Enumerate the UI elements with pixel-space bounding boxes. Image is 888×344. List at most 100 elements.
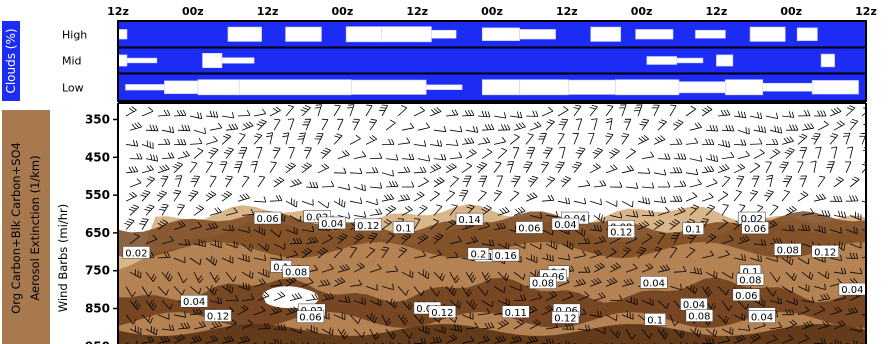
- wind-barb: [737, 300, 749, 310]
- wind-barb: [257, 268, 270, 278]
- wind-barb: [429, 107, 442, 117]
- wind-barb: [157, 335, 171, 344]
- wind-barb: [493, 286, 506, 293]
- wind-barb: [129, 178, 142, 188]
- wind-barb: [525, 192, 538, 202]
- wind-barb: [733, 253, 747, 261]
- wind-barb: [129, 269, 142, 279]
- svg-text:0.08: 0.08: [688, 312, 710, 323]
- wind-barb: [381, 314, 392, 326]
- wind-barb: [481, 204, 492, 216]
- wind-barb: [493, 112, 507, 119]
- cloud-segment: [227, 26, 262, 42]
- wind-barb: [209, 320, 222, 330]
- wind-barb: [753, 297, 766, 307]
- wind-barb: [721, 175, 731, 188]
- wind-barb: [545, 291, 558, 301]
- wind-barb: [234, 161, 243, 173]
- wind-barb: [237, 133, 246, 145]
- wind-barb: [125, 286, 136, 298]
- wind-barb: [125, 106, 137, 117]
- wind-barb: [288, 147, 295, 159]
- wind-barb: [657, 264, 671, 273]
- wind-barb: [282, 132, 290, 145]
- wind-barb: [721, 124, 735, 132]
- wind-barb: [157, 219, 169, 230]
- wind-barb: [673, 328, 685, 339]
- contour-label: 0.08: [736, 273, 765, 286]
- wind-barb: [433, 271, 445, 282]
- time-tick-label: 12z: [706, 5, 728, 18]
- wind-barb: [269, 229, 282, 238]
- wind-barb: [465, 148, 477, 159]
- wind-barb: [781, 111, 795, 118]
- wind-barb: [817, 293, 831, 301]
- wind-barb: [797, 161, 804, 173]
- wind-barb: [717, 109, 731, 117]
- wind-barb: [401, 328, 413, 339]
- wind-barb: [129, 325, 142, 335]
- wind-barb: [445, 334, 458, 344]
- wind-barb: [513, 122, 526, 131]
- wind-barb: [605, 314, 618, 321]
- wind-barb: [785, 205, 797, 216]
- wind-barb: [673, 266, 687, 273]
- wind-barb: [817, 210, 831, 217]
- wind-barb: [157, 286, 169, 296]
- wind-barb: [529, 243, 542, 250]
- wind-barb: [401, 205, 413, 216]
- wind-barb: [381, 170, 394, 177]
- svg-text:0.1: 0.1: [273, 262, 289, 273]
- wind-barb: [353, 233, 364, 245]
- wind-barb: [145, 300, 157, 311]
- wind-barb: [145, 124, 159, 132]
- pressure-level-label: 350: [85, 113, 110, 127]
- wind-barb: [461, 286, 472, 297]
- wind-barb: [497, 319, 509, 330]
- wind-barb: [589, 249, 602, 259]
- wind-barb: [365, 167, 379, 174]
- wind-barb: [845, 252, 859, 259]
- wind-barb: [797, 133, 808, 145]
- wind-barb: [125, 139, 139, 147]
- cloud-segment: [164, 80, 199, 94]
- wind-barb: [161, 271, 173, 282]
- wind-barb: [209, 271, 220, 283]
- wind-barb: [161, 300, 173, 310]
- svg-text:0.04: 0.04: [643, 278, 665, 289]
- cloud-segment: [811, 80, 859, 95]
- wind-barb: [657, 206, 670, 216]
- wind-barb: [689, 122, 703, 131]
- wind-barb: [193, 272, 204, 284]
- wind-barb: [449, 152, 463, 159]
- wind-barb: [733, 163, 746, 174]
- wind-barb: [588, 132, 595, 145]
- wind-barb: [241, 208, 255, 216]
- wind-barb: [238, 147, 248, 159]
- wind-barb: [365, 135, 378, 145]
- wind-barb: [509, 335, 523, 344]
- svg-text:0.12: 0.12: [610, 228, 632, 239]
- wind-barb: [845, 195, 859, 202]
- wind-barb: [829, 107, 842, 117]
- wind-barb: [189, 112, 203, 120]
- wind-barb: [673, 119, 684, 131]
- wind-barb: [717, 314, 729, 324]
- wind-barb: [609, 262, 621, 273]
- wind-barb: [751, 175, 760, 188]
- wind-barb: [289, 215, 302, 223]
- wind-barb: [225, 271, 237, 282]
- wind-barb: [349, 246, 357, 259]
- wind-barb: [593, 262, 605, 273]
- svg-text:0.12: 0.12: [431, 308, 453, 319]
- wind-barb: [317, 200, 330, 209]
- wind-barb: [365, 104, 373, 117]
- wind-barb: [189, 286, 202, 295]
- wind-barb: [557, 254, 571, 261]
- wind-barb: [593, 292, 606, 301]
- wind-barb: [145, 271, 157, 282]
- wind-barb: [189, 138, 203, 145]
- wind-barb: [733, 110, 747, 119]
- wind-barb: [705, 233, 717, 245]
- wind-barb: [413, 250, 427, 259]
